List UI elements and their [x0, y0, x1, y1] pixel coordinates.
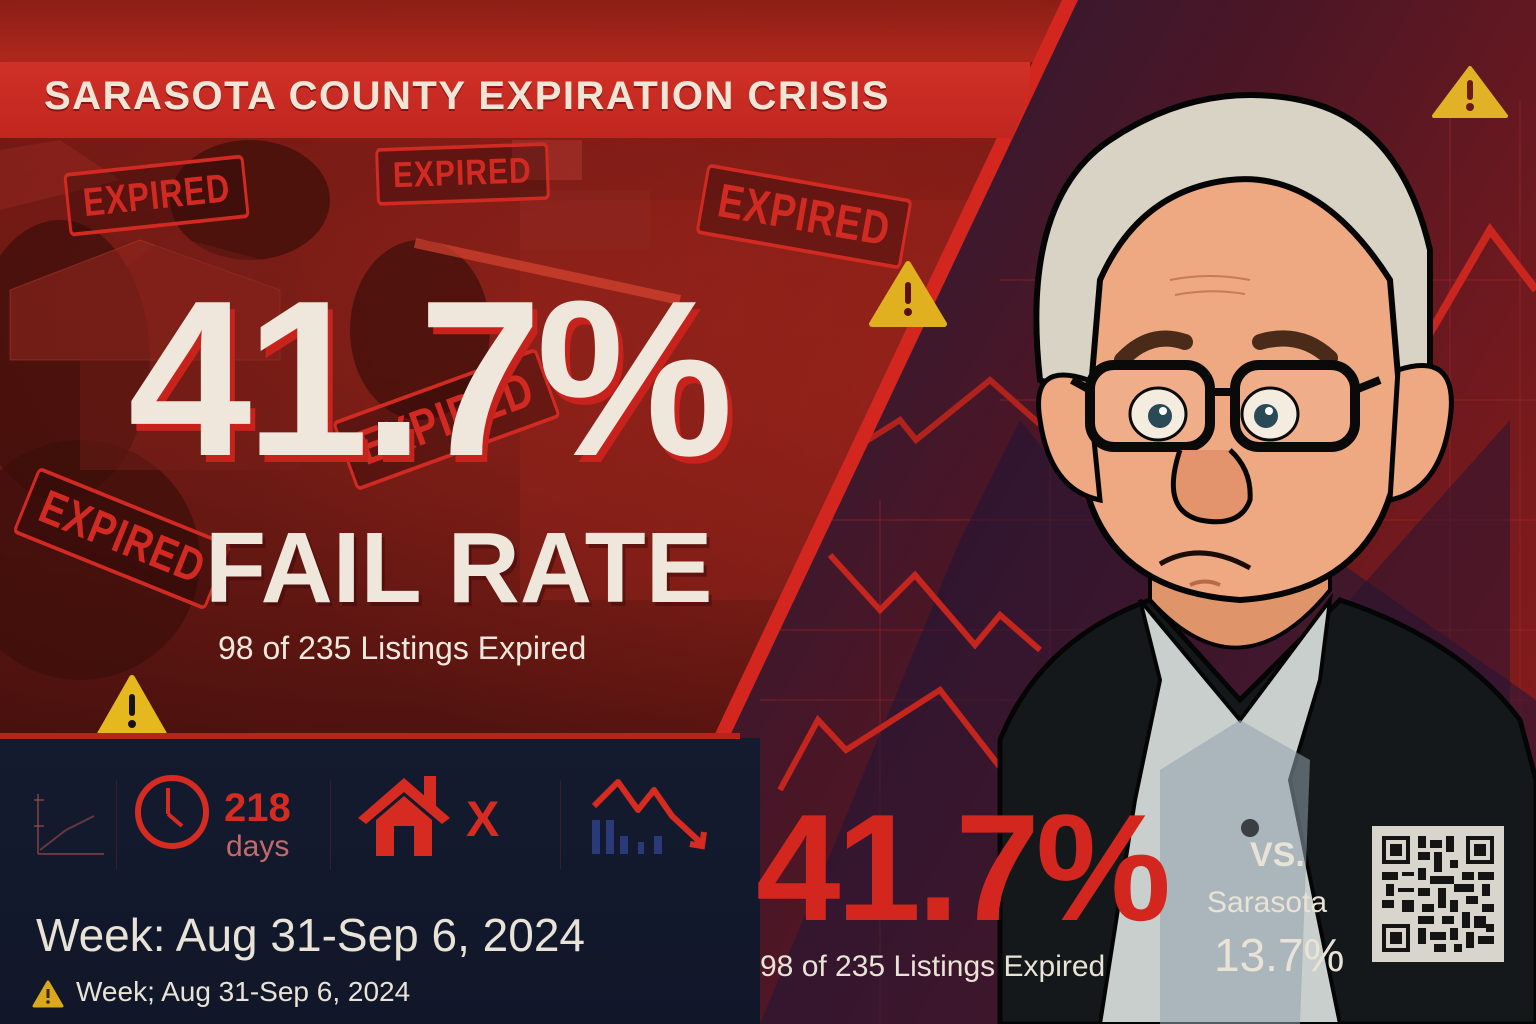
title-banner: [0, 62, 1030, 138]
stat-divider: [330, 780, 331, 870]
declining-chart-icon: [591, 779, 707, 854]
local-listings-summary: 98 of 235 Listings Expired: [760, 950, 1106, 983]
bottom-divider-line: [0, 733, 740, 739]
benchmark-name: Sarasota: [1207, 886, 1328, 919]
days-on-market-unit: days: [226, 830, 290, 863]
stat-divider: [560, 780, 561, 870]
top-town-strip: [0, 0, 1070, 62]
fail-rate-percentage: 41.7%: [128, 255, 733, 503]
no-sale-x-mark: X: [466, 791, 500, 847]
local-fail-rate: 41.7%: [756, 783, 1171, 953]
expired-stamp: EXPIRED: [375, 142, 550, 206]
days-on-market-value: 218: [224, 786, 291, 830]
stats-row: [0, 770, 740, 880]
warning-icon: [1432, 66, 1508, 118]
report-week-secondary: Week; Aug 31-Sep 6, 2024: [76, 976, 411, 1007]
stat-divider: [116, 780, 117, 870]
warning-icon: [32, 980, 64, 1008]
clock-icon: [135, 775, 209, 849]
warning-icon: [869, 261, 947, 327]
versus-label: VS.: [1250, 836, 1305, 874]
qr-code-pattern: [1382, 836, 1494, 952]
benchmark-rate: 13.7%: [1214, 929, 1345, 981]
house-icon: [358, 776, 450, 856]
chart-growth-icon: [34, 794, 104, 855]
fail-rate-label: FAIL RATE: [205, 512, 713, 624]
report-week-primary: Week: Aug 31-Sep 6, 2024: [36, 909, 585, 961]
listings-expired-summary: 98 of 235 Listings Expired: [218, 630, 587, 666]
bottom-stats-band: [0, 738, 760, 1024]
page-title: SARASOTA COUNTY EXPIRATION CRISIS: [44, 74, 890, 118]
qr-code[interactable]: [1372, 826, 1504, 962]
warning-icon: [97, 675, 167, 737]
